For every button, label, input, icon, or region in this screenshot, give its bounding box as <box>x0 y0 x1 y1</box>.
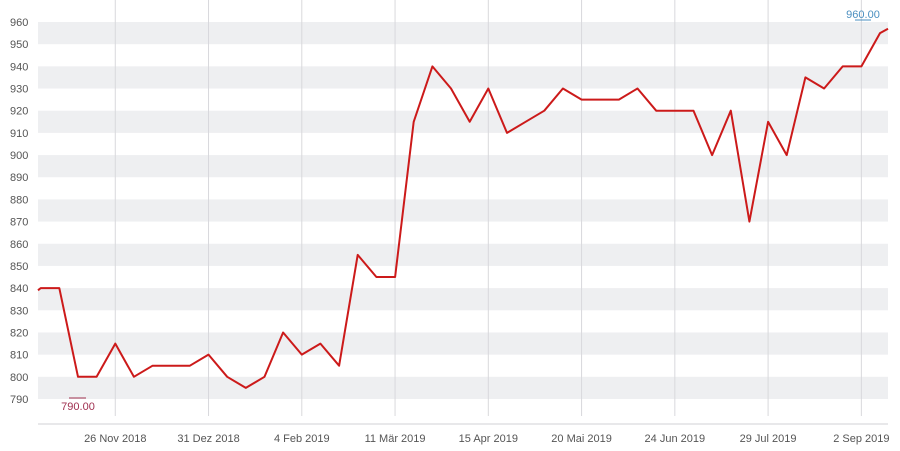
x-tick-label: 2 Sep 2019 <box>833 433 889 445</box>
x-tick-label: 20 Mai 2019 <box>551 433 612 445</box>
y-tick-label: 920 <box>10 106 28 118</box>
y-tick-label: 850 <box>10 261 28 273</box>
x-tick-label: 31 Dez 2018 <box>177 433 239 445</box>
background-band <box>38 22 888 44</box>
background-band <box>38 332 888 354</box>
y-tick-label: 930 <box>10 84 28 96</box>
x-tick-label: 11 Mär 2019 <box>365 433 426 445</box>
x-tick-label: 4 Feb 2019 <box>274 433 330 445</box>
background-bands <box>38 22 888 399</box>
background-band <box>38 111 888 133</box>
y-tick-label: 860 <box>10 239 28 251</box>
background-band <box>38 288 888 310</box>
background-band <box>38 66 888 88</box>
y-tick-label: 900 <box>10 150 28 162</box>
background-band <box>38 244 888 266</box>
y-axis-ticks: 790 800 810 820 830 840 850 860 870 880 890 900 910 9… <box>10 17 28 406</box>
x-tick-label: 24 Jun 2019 <box>645 433 706 445</box>
y-tick-label: 870 <box>10 217 28 229</box>
y-tick-label: 800 <box>10 372 28 384</box>
min-value-label: 790.00 <box>61 401 95 413</box>
background-band <box>38 199 888 221</box>
x-axis-ticks: 26 Nov 2018 31 Dez 2018 4 Feb 2019 11 Mär 2… <box>84 433 889 445</box>
y-tick-label: 890 <box>10 172 28 184</box>
y-tick-label: 950 <box>10 39 28 51</box>
max-value-label: 960.00 <box>846 9 880 21</box>
y-tick-label: 820 <box>10 327 28 339</box>
x-tick-label: 26 Nov 2018 <box>84 433 146 445</box>
background-band <box>38 377 888 399</box>
y-tick-label: 940 <box>10 61 28 73</box>
y-tick-label: 880 <box>10 194 28 206</box>
y-tick-label: 840 <box>10 283 28 295</box>
y-tick-label: 790 <box>10 394 28 406</box>
y-tick-label: 810 <box>10 350 28 362</box>
y-tick-label: 960 <box>10 17 28 29</box>
x-tick-label: 15 Apr 2019 <box>459 433 518 445</box>
y-tick-label: 910 <box>10 128 28 140</box>
y-tick-label: 830 <box>10 305 28 317</box>
x-tick-label: 29 Jul 2019 <box>740 433 797 445</box>
